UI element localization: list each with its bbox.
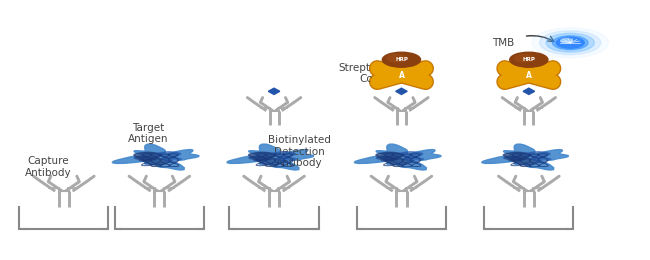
Polygon shape <box>163 158 181 162</box>
Circle shape <box>552 36 588 50</box>
Polygon shape <box>504 157 522 161</box>
Polygon shape <box>157 152 181 158</box>
Polygon shape <box>513 159 538 165</box>
Polygon shape <box>249 157 267 161</box>
Circle shape <box>382 52 421 67</box>
Polygon shape <box>278 158 296 162</box>
Text: TMB: TMB <box>492 38 515 48</box>
Polygon shape <box>503 152 532 160</box>
Polygon shape <box>482 144 568 170</box>
Polygon shape <box>112 144 199 170</box>
Polygon shape <box>144 159 169 165</box>
Circle shape <box>546 33 595 52</box>
Polygon shape <box>135 157 153 161</box>
Text: A: A <box>398 70 404 80</box>
Polygon shape <box>134 152 162 160</box>
Text: Capture
Antibody: Capture Antibody <box>25 156 72 178</box>
Polygon shape <box>376 152 404 160</box>
Text: Streptavidin-HRP
Complex: Streptavidin-HRP Complex <box>338 63 426 84</box>
Polygon shape <box>385 159 411 165</box>
Polygon shape <box>523 88 534 94</box>
Text: A: A <box>526 70 532 80</box>
Text: Target
Antigen: Target Antigen <box>127 122 168 144</box>
Text: HRP: HRP <box>395 57 408 62</box>
Polygon shape <box>272 152 295 158</box>
Circle shape <box>532 28 608 58</box>
Polygon shape <box>354 144 441 170</box>
Polygon shape <box>376 157 395 161</box>
Polygon shape <box>248 152 277 160</box>
Polygon shape <box>400 152 422 158</box>
Polygon shape <box>405 158 423 162</box>
Polygon shape <box>396 88 407 94</box>
Text: HRP: HRP <box>523 57 536 62</box>
Polygon shape <box>268 88 280 94</box>
Text: Biotinylated
Detection
Antibody: Biotinylated Detection Antibody <box>268 135 331 168</box>
Polygon shape <box>258 159 283 165</box>
Polygon shape <box>532 158 551 162</box>
Circle shape <box>387 55 406 62</box>
Circle shape <box>510 52 548 67</box>
Circle shape <box>561 38 572 43</box>
Circle shape <box>556 37 584 48</box>
Circle shape <box>540 31 601 55</box>
Circle shape <box>515 55 534 62</box>
Polygon shape <box>527 152 550 158</box>
Polygon shape <box>227 144 313 170</box>
